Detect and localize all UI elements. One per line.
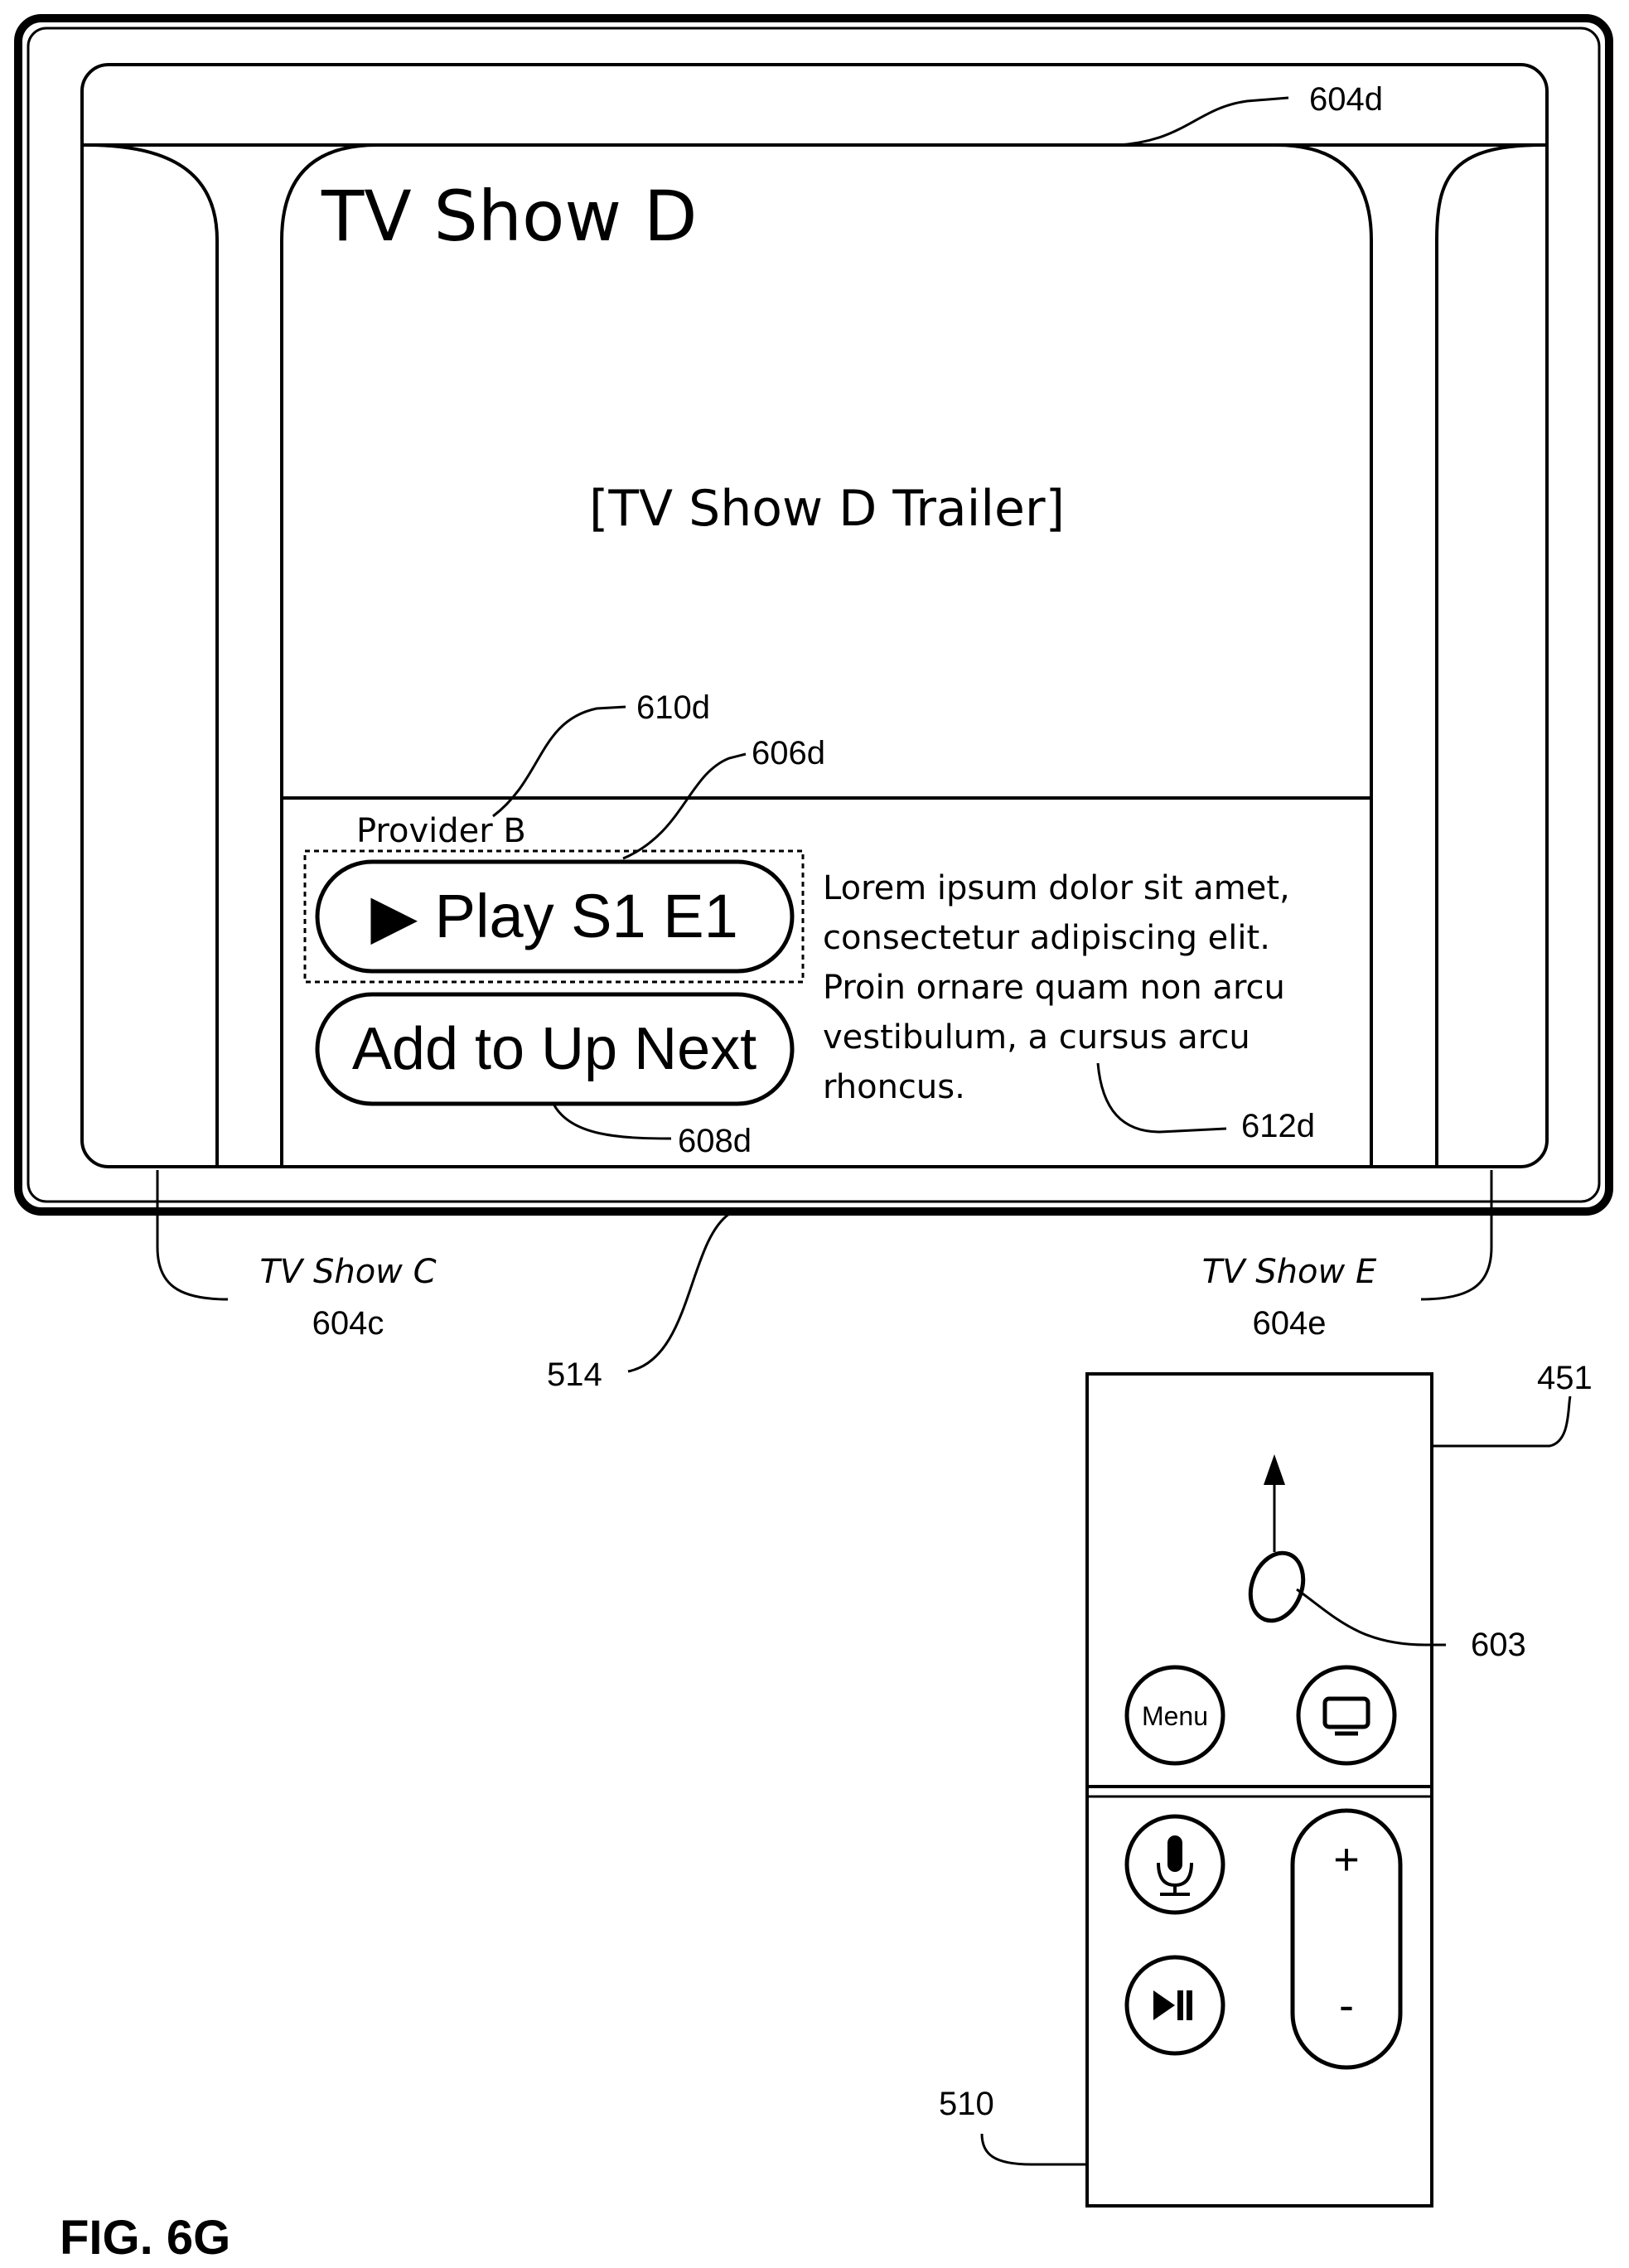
leader-610d bbox=[493, 707, 626, 816]
description-line: Proin ornare quam non arcu bbox=[823, 969, 1285, 1007]
side-item-right bbox=[1437, 145, 1542, 1167]
tv-outer-frame-inner bbox=[28, 28, 1599, 1202]
description-line: consectetur adipiscing elit. bbox=[823, 919, 1270, 957]
leader-604d bbox=[1119, 98, 1288, 145]
touch-surface[interactable] bbox=[1087, 1374, 1432, 1787]
add-to-up-next-label: Add to Up Next bbox=[352, 1016, 756, 1082]
leader-514 bbox=[628, 1214, 729, 1371]
menu-button-label: Menu bbox=[1142, 1701, 1208, 1731]
ref-604e: 604e bbox=[1253, 1305, 1327, 1342]
ref-514: 514 bbox=[547, 1356, 602, 1393]
tv-home-button[interactable] bbox=[1298, 1667, 1395, 1763]
remote-control: Menu + - bbox=[1087, 1374, 1432, 2206]
right-item-title: TV Show E bbox=[1202, 1253, 1377, 1291]
ref-604c: 604c bbox=[312, 1305, 384, 1342]
leader-612d bbox=[1098, 1063, 1226, 1132]
description-text: Lorem ipsum dolor sit amet, consectetur … bbox=[823, 869, 1290, 1106]
description-line: Lorem ipsum dolor sit amet, bbox=[823, 869, 1290, 907]
figure-label: FIG. 6G bbox=[60, 2211, 230, 2265]
remote-leader-lines bbox=[982, 1396, 1570, 2164]
ref-604d: 604d bbox=[1309, 81, 1383, 118]
ref-510: 510 bbox=[939, 2086, 994, 2122]
leader-604c bbox=[157, 1170, 228, 1299]
swipe-arrow-icon bbox=[1264, 1454, 1285, 1552]
leader-606d bbox=[623, 754, 746, 858]
leader-603 bbox=[1297, 1589, 1446, 1645]
description-line: vestibulum, a cursus arcu bbox=[823, 1018, 1250, 1057]
remote-body bbox=[1087, 1374, 1432, 2206]
volume-down-label[interactable]: - bbox=[1339, 1980, 1354, 2030]
leader-510 bbox=[982, 2134, 1085, 2164]
left-item-title: TV Show C bbox=[259, 1253, 436, 1291]
description-line: rhoncus. bbox=[823, 1068, 965, 1106]
ref-451: 451 bbox=[1537, 1360, 1593, 1396]
featured-item-card[interactable] bbox=[282, 145, 1371, 1167]
ref-603: 603 bbox=[1471, 1627, 1526, 1663]
microphone-icon bbox=[1158, 1835, 1192, 1894]
tv-icon bbox=[1325, 1699, 1368, 1734]
tv-screen bbox=[82, 65, 1547, 1167]
ref-612d: 612d bbox=[1241, 1108, 1315, 1144]
leader-608d bbox=[554, 1105, 671, 1139]
leader-451 bbox=[1433, 1396, 1570, 1446]
trailer-placeholder: [TV Show D Trailer] bbox=[589, 480, 1065, 538]
play-button-label: ▶ Play S1 E1 bbox=[370, 882, 738, 950]
leader-604e bbox=[1421, 1170, 1491, 1299]
volume-up-label[interactable]: + bbox=[1333, 1835, 1360, 1884]
featured-title: TV Show D bbox=[321, 176, 698, 257]
ref-606d: 606d bbox=[752, 735, 825, 771]
ref-608d: 608d bbox=[678, 1123, 752, 1159]
provider-label: Provider B bbox=[356, 812, 526, 850]
play-pause-icon bbox=[1153, 1990, 1192, 2020]
side-item-left bbox=[87, 145, 217, 1167]
touch-contact-603 bbox=[1241, 1545, 1312, 1627]
ref-610d: 610d bbox=[636, 689, 710, 726]
